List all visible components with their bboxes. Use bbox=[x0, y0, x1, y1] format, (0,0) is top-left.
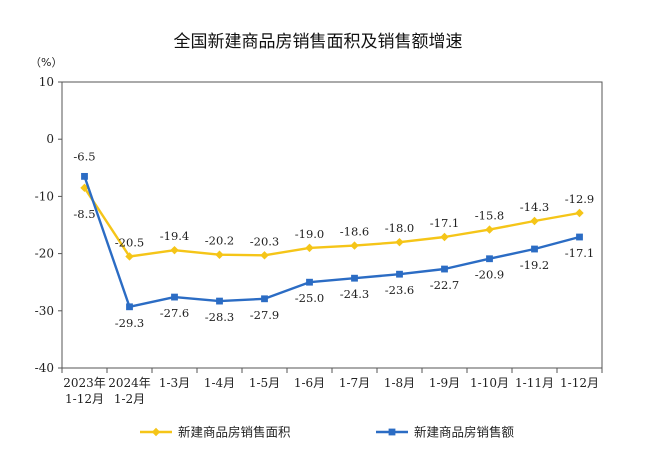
y-axis-unit: （%） bbox=[30, 56, 62, 69]
legend: 新建商品房销售面积 新建商品房销售额 bbox=[140, 425, 515, 440]
point-amount bbox=[396, 270, 403, 278]
y-tick-label: -40 bbox=[35, 361, 54, 375]
data-label-amount: -6.5 bbox=[73, 149, 95, 163]
data-label-area: -12.9 bbox=[565, 192, 595, 206]
data-label-amount: -19.2 bbox=[520, 258, 550, 272]
x-tick-label: 1-3月 bbox=[159, 376, 190, 390]
point-area bbox=[575, 208, 584, 218]
data-label-amount: -20.9 bbox=[475, 268, 505, 282]
axes: 10 0 -10 -20 -30 -40 2023年 1-12月 2024年 1-2月 1-3月 1-… bbox=[35, 75, 603, 406]
x-tick-label: 1-5月 bbox=[249, 376, 280, 390]
data-label-area: -8.5 bbox=[73, 207, 95, 221]
data-label-amount: -27.6 bbox=[160, 306, 190, 320]
x-tick-label: 1-8月 bbox=[384, 376, 415, 390]
point-area bbox=[260, 251, 269, 260]
y-tick-label: 10 bbox=[39, 75, 54, 89]
point-amount bbox=[306, 278, 313, 286]
point-area bbox=[395, 237, 404, 247]
x-tick-label: 1-4月 bbox=[204, 376, 235, 390]
series-layer bbox=[80, 172, 584, 311]
series-line-amount bbox=[83, 176, 580, 308]
y-tick-label: -20 bbox=[35, 247, 54, 261]
y-tick-label: -30 bbox=[35, 304, 54, 318]
data-label-area: -19.4 bbox=[160, 229, 190, 243]
data-labels: -8.5 -20.5 -19.4 -20.2 -20.3 -19.0 -18.6 -18.0 -… bbox=[73, 149, 594, 329]
x-tick-label: 1-7月 bbox=[339, 376, 370, 390]
data-label-amount: -23.6 bbox=[385, 283, 415, 297]
point-amount bbox=[441, 265, 448, 273]
point-amount bbox=[486, 255, 493, 263]
point-amount bbox=[81, 172, 88, 180]
x-tick-label: 1-12月 bbox=[65, 392, 104, 406]
legend-label: 新建商品房销售额 bbox=[414, 425, 515, 440]
point-amount bbox=[531, 245, 538, 253]
point-area bbox=[440, 232, 449, 242]
data-label-amount: -17.1 bbox=[565, 246, 595, 260]
point-amount bbox=[126, 303, 133, 311]
point-area bbox=[485, 225, 494, 234]
point-area bbox=[305, 243, 314, 253]
data-label-area: -18.0 bbox=[385, 221, 415, 235]
x-tick-label: 1-2月 bbox=[114, 392, 145, 406]
x-tick-label: 1-6月 bbox=[294, 376, 325, 390]
point-amount bbox=[261, 295, 268, 303]
data-label-area: -20.5 bbox=[115, 235, 145, 249]
data-label-area: -17.1 bbox=[430, 216, 460, 230]
chart-title: 全国新建商品房销售面积及销售额增速 bbox=[174, 32, 463, 52]
data-label-area: -20.3 bbox=[250, 234, 280, 248]
data-label-area: -15.8 bbox=[475, 209, 505, 223]
point-area bbox=[530, 216, 539, 226]
x-tick-label: 2024年 bbox=[108, 376, 151, 390]
legend-marker-square bbox=[388, 428, 396, 436]
x-tick-label: 1-10月 bbox=[470, 376, 509, 390]
point-amount bbox=[351, 274, 358, 282]
data-label-area: -20.2 bbox=[205, 234, 235, 248]
series-line-area bbox=[83, 187, 580, 258]
point-amount bbox=[216, 297, 223, 305]
point-area bbox=[350, 241, 359, 250]
x-tick-label: 1-9月 bbox=[429, 376, 460, 390]
data-label-amount: -27.9 bbox=[250, 308, 280, 322]
x-tick-label: 2023年 bbox=[63, 376, 106, 390]
point-area bbox=[170, 245, 179, 255]
point-amount bbox=[576, 233, 583, 241]
data-label-amount: -24.3 bbox=[340, 287, 370, 301]
legend-marker-diamond bbox=[151, 427, 161, 437]
data-label-area: -19.0 bbox=[295, 227, 325, 241]
data-label-amount: -25.0 bbox=[295, 291, 325, 305]
y-tick-label: 0 bbox=[46, 132, 54, 146]
data-label-amount: -22.7 bbox=[430, 278, 460, 292]
data-label-amount: -28.3 bbox=[205, 310, 235, 324]
legend-label: 新建商品房销售面积 bbox=[178, 425, 291, 440]
x-tick-label: 1-11月 bbox=[515, 376, 554, 390]
point-area bbox=[215, 250, 224, 259]
data-label-area: -18.6 bbox=[340, 225, 370, 239]
point-area bbox=[125, 252, 134, 261]
point-amount bbox=[171, 293, 178, 301]
x-tick-label: 1-12月 bbox=[560, 376, 599, 390]
data-label-area: -14.3 bbox=[520, 200, 550, 214]
data-label-amount: -29.3 bbox=[115, 316, 145, 330]
y-tick-label: -10 bbox=[35, 189, 54, 203]
